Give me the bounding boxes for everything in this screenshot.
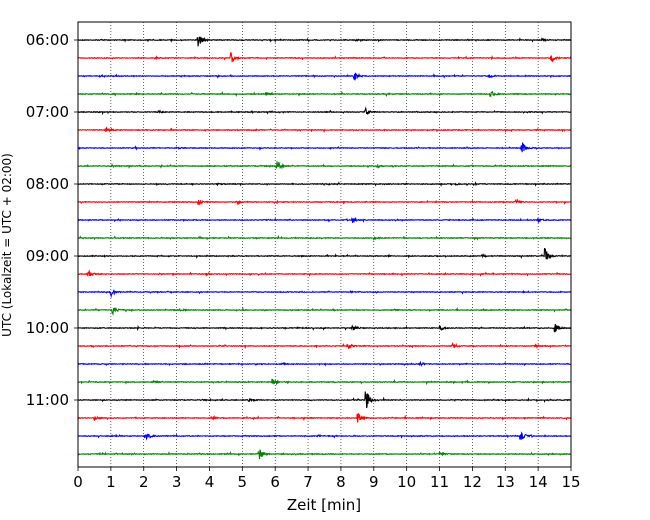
seismogram-trace-0730: [77, 142, 572, 153]
seismogram-trace-0630: [77, 72, 572, 81]
y-tick-label: 06:00: [26, 31, 69, 49]
seismogram-trace-1015: [77, 342, 572, 350]
x-tick-label: 15: [561, 473, 580, 491]
x-axis-label: Zeit [min]: [287, 496, 361, 514]
x-tick-label: 8: [336, 473, 346, 491]
seismogram-trace-1130: [77, 431, 572, 441]
y-axis-label: UTC (Lokalzeit = UTC + 02:00): [0, 153, 14, 337]
y-tick-label: 11:00: [26, 391, 69, 409]
x-tick-label: 5: [238, 473, 248, 491]
x-axis-ticks: 0 1 2 3 4 5 6 7 8 9 10 11 12 13 14 15: [73, 467, 581, 491]
plot-frame: [77, 21, 572, 468]
seismogram-trace-0800: [77, 181, 572, 187]
seismogram-trace-0700: [77, 106, 572, 116]
x-tick-label: 6: [270, 473, 280, 491]
seismogram-trace-0830: [77, 216, 572, 224]
x-tick-label: 12: [463, 473, 482, 491]
y-axis-ticks: 06:00 07:00 08:00 09:00 10:00 11:00: [26, 31, 78, 409]
seismogram-trace-0900: [77, 247, 572, 260]
seismogram-trace-1030: [77, 360, 572, 367]
seismogram-trace-0715: [77, 126, 572, 134]
seismogram-trace-0815: [77, 198, 572, 206]
grid-lines: [110, 22, 539, 467]
seismogram-trace-1000: [77, 323, 572, 333]
y-tick-label: 10:00: [26, 319, 69, 337]
y-tick-label: 08:00: [26, 175, 69, 193]
seismogram-trace-1100: [77, 391, 572, 409]
seismogram-trace-1115: [77, 413, 572, 423]
seismogram-traces: [77, 36, 572, 460]
x-tick-label: 14: [529, 473, 548, 491]
seismogram-trace-1145: [77, 449, 572, 460]
x-tick-label: 13: [496, 473, 515, 491]
x-tick-label: 0: [73, 473, 83, 491]
seismogram-trace-1045: [77, 378, 572, 386]
seismogram-trace-0845: [77, 234, 572, 241]
x-tick-label: 2: [139, 473, 149, 491]
seismogram-trace-0645: [77, 90, 572, 98]
x-tick-label: 10: [397, 473, 416, 491]
seismogram-trace-0615: [77, 52, 572, 63]
seismogram-trace-0930: [77, 289, 572, 299]
x-tick-label: 4: [205, 473, 215, 491]
seismogram-trace-0945: [77, 306, 572, 316]
x-tick-label: 3: [172, 473, 182, 491]
x-tick-label: 1: [106, 473, 116, 491]
seismogram-trace-0600: [77, 36, 572, 47]
y-tick-label: 09:00: [26, 247, 69, 265]
x-tick-label: 9: [369, 473, 379, 491]
seismogram-trace-0745: [77, 161, 572, 170]
x-tick-label: 7: [303, 473, 313, 491]
y-tick-label: 07:00: [26, 103, 69, 121]
seismogram-trace-0915: [77, 269, 572, 278]
x-tick-label: 11: [430, 473, 449, 491]
